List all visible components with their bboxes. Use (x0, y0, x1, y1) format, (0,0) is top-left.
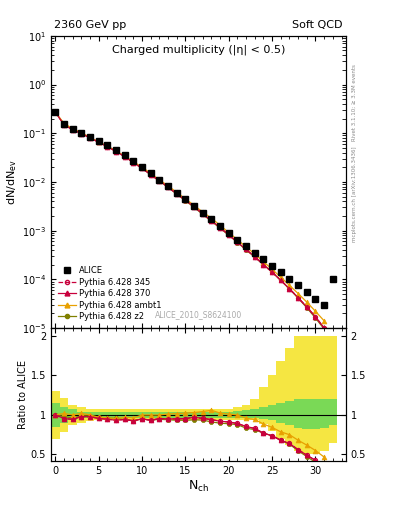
Text: 2360 GeV pp: 2360 GeV pp (54, 20, 126, 30)
Text: Soft QCD: Soft QCD (292, 20, 343, 30)
Y-axis label: dN/dN$_\mathregular{ev}$: dN/dN$_\mathregular{ev}$ (6, 159, 19, 205)
Y-axis label: Ratio to ALICE: Ratio to ALICE (18, 360, 28, 429)
Text: Rivet 3.1.10; ≥ 3.3M events: Rivet 3.1.10; ≥ 3.3M events (352, 64, 357, 141)
Text: mcplots.cern.ch [arXiv:1306.3436]: mcplots.cern.ch [arXiv:1306.3436] (352, 147, 357, 242)
Text: Charged multiplicity (|η| < 0.5): Charged multiplicity (|η| < 0.5) (112, 45, 285, 55)
X-axis label: N$_\mathregular{ch}$: N$_\mathregular{ch}$ (188, 478, 209, 494)
Legend: ALICE, Pythia 6.428 345, Pythia 6.428 370, Pythia 6.428 ambt1, Pythia 6.428 z2: ALICE, Pythia 6.428 345, Pythia 6.428 37… (55, 264, 164, 324)
Text: ALICE_2010_S8624100: ALICE_2010_S8624100 (155, 310, 242, 319)
